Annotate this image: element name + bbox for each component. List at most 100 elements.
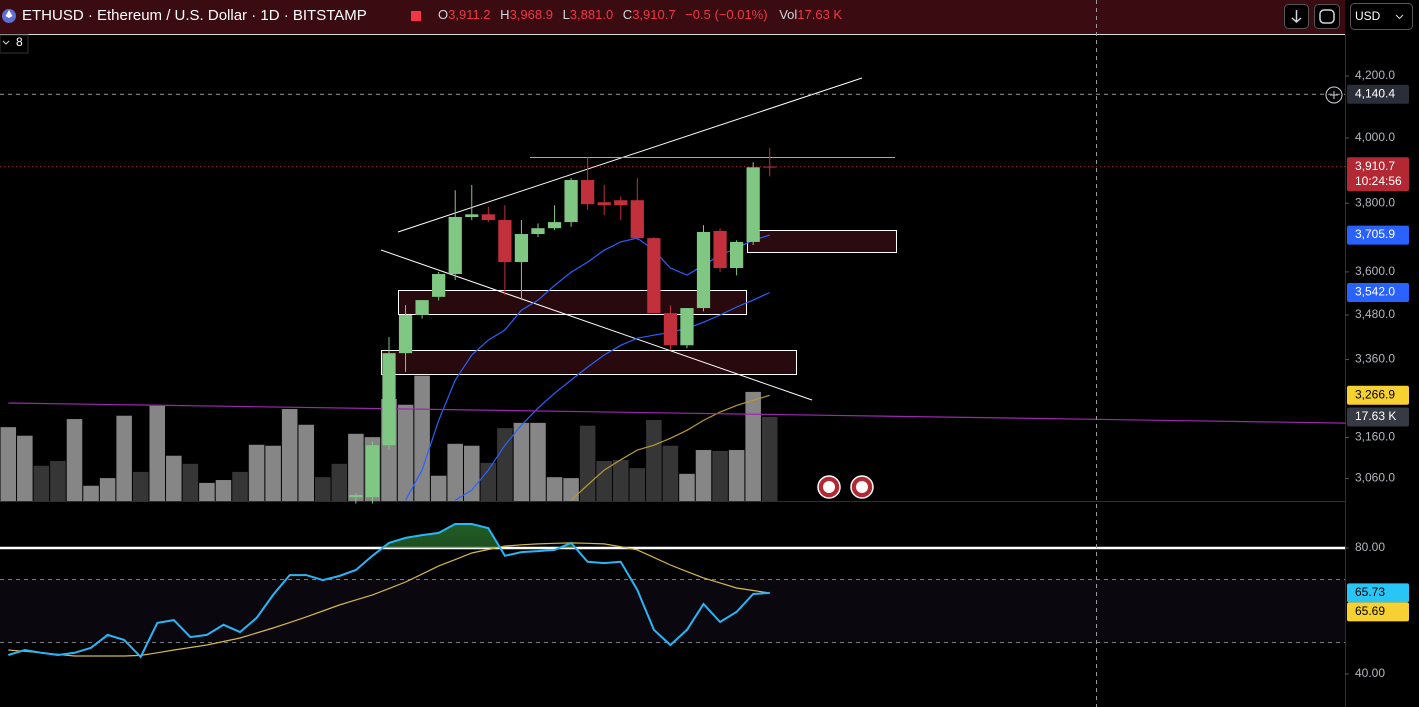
rsi-line: [8, 523, 770, 659]
price-label-box: [1347, 84, 1409, 104]
header-bar: [0, 0, 1345, 34]
candle-body: [663, 313, 678, 346]
market-status: [411, 11, 421, 21]
drawings: [0, 77, 1345, 550]
ohlc-value: 3,911.2: [448, 7, 490, 22]
volume-bar: [99, 478, 116, 501]
candle-body: [498, 220, 512, 263]
trend-line: [397, 77, 863, 233]
price-label: 3,266.9: [1355, 387, 1395, 401]
price-label-box: [1347, 407, 1409, 427]
ohlc-key: O: [438, 7, 448, 22]
volume-bar: [0, 427, 17, 501]
volume-bar: [546, 477, 563, 501]
candle-body: [432, 274, 446, 297]
trend-line: [380, 249, 813, 401]
price-label: 65.73: [1355, 585, 1385, 599]
currency-label: USD: [1355, 9, 1381, 23]
candle-body: [564, 180, 578, 223]
volume-bar: [83, 485, 99, 501]
ohlc-value: 3,881.0: [570, 7, 613, 22]
volume-bar: [414, 375, 430, 501]
zone-box: [398, 290, 747, 315]
volume-bar: [66, 419, 83, 501]
candle-body: [448, 217, 462, 275]
line-layer: [8, 234, 1346, 659]
ohlc-value: 3,968.9: [510, 7, 553, 22]
volume-bar: [17, 435, 33, 501]
candle-body: [481, 214, 495, 221]
axis-labels: 4,200.0 4,000.0 3,800.0 3,600.0 3,480.0 3,360…: [1345, 68, 1409, 680]
candle-body: [382, 353, 396, 446]
candle-body: [680, 308, 694, 346]
volume-bar: [215, 480, 232, 501]
volume-bar: [480, 462, 497, 501]
volume-bar: [33, 465, 50, 501]
zone-box: [381, 350, 797, 375]
indicator-toggle[interactable]: [0, 34, 29, 54]
y-tick-label: 3,160.0: [1355, 430, 1395, 444]
price-label: 17.63 K: [1355, 409, 1396, 423]
price-label-box: [1347, 225, 1409, 245]
ohlc-key: L: [563, 7, 570, 22]
volume-bar: [712, 450, 728, 501]
volume-layer: [0, 375, 778, 501]
volume-bar: [596, 460, 612, 501]
volume-bar: [646, 419, 662, 501]
volume-bar: [447, 443, 463, 501]
volume-bar: [265, 445, 281, 501]
volume-bar: [331, 463, 348, 501]
rsi-average: [8, 542, 770, 657]
candle-body: [398, 314, 413, 354]
change: −0.5 (−0.01%): [685, 7, 767, 22]
y-tick-label: 40.00: [1355, 666, 1385, 680]
y-tick-label: 3,480.0: [1355, 307, 1395, 321]
y-tick-label: 4,200.0: [1355, 68, 1395, 82]
currency-select[interactable]: [1350, 3, 1413, 30]
candle-body: [746, 167, 760, 242]
volume-bar: [612, 460, 629, 501]
volume-bar: [662, 445, 679, 501]
volume-bar: [513, 422, 530, 501]
y-tick-label: 3,800.0: [1355, 195, 1395, 209]
refresh-button[interactable]: [1314, 4, 1340, 29]
price-label: 3,705.9: [1355, 227, 1395, 241]
ohlc-key: C: [623, 7, 632, 22]
moving-average: [8, 402, 1346, 424]
volume-bar: [281, 409, 298, 501]
volume-bar: [679, 473, 695, 501]
candle-body: [763, 166, 777, 168]
moving-average: [570, 394, 770, 501]
candle-body: [614, 200, 628, 206]
y-tick-label: 3,600.0: [1355, 264, 1395, 278]
candle-body: [365, 445, 380, 498]
ohlc-key: H: [500, 7, 509, 22]
candle-body: [531, 228, 545, 235]
indicator-count[interactable]: 8: [16, 35, 23, 49]
candle-layer: [349, 147, 777, 504]
candle-body: [713, 230, 727, 269]
price-label-box: [1347, 385, 1409, 405]
candle-body: [514, 234, 529, 263]
indicator-chevron: [2, 40, 10, 45]
price-label-box: [1347, 602, 1409, 622]
overlay: [0, 0, 1345, 707]
volume-bar: [199, 482, 215, 501]
ohlc-legend: O3,911.2 H3,968.9 L3,881.0 C3,910.7 −0.5…: [438, 7, 842, 22]
y-tick-label: 80.00: [1355, 540, 1385, 554]
volume-bar: [166, 455, 182, 501]
refresh-icon: [1319, 9, 1335, 24]
volume-bar: [463, 445, 480, 501]
volume-bar: [232, 471, 248, 501]
volume-bar: [745, 391, 761, 501]
volume-bar: [761, 416, 778, 501]
rsi-background: [0, 578, 1345, 643]
volume-bar: [629, 468, 646, 501]
price-label: 65.69: [1355, 604, 1385, 618]
candle-body: [647, 238, 661, 314]
price-label: 3,542.0: [1355, 285, 1395, 299]
moving-average: [454, 291, 770, 501]
price-label-box: [1347, 283, 1409, 303]
